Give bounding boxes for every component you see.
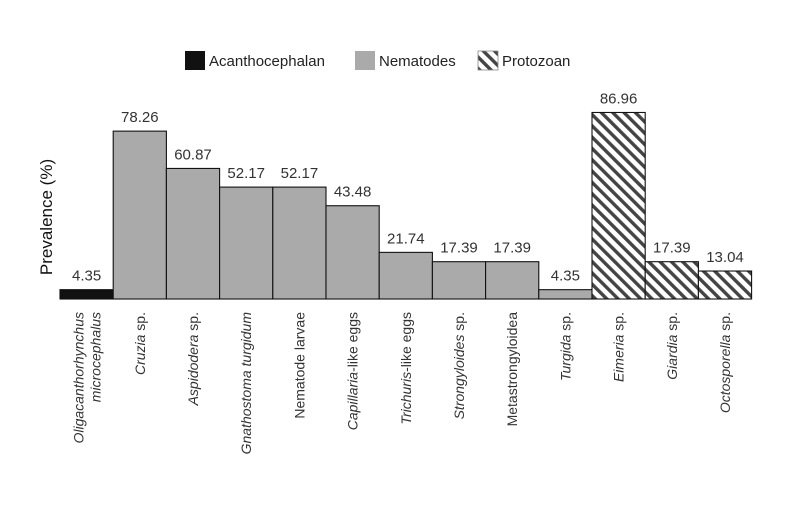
x-tick-label-4: Gnathostoma turgidum	[238, 312, 254, 455]
x-tick-label-2: Cruzia sp.	[132, 312, 148, 375]
bar-12	[644, 261, 699, 300]
x-tick-labels: Oligacanthorhynchus microcephalus Cruzia s…	[71, 312, 733, 455]
legend-item-acanthocephalan: Acanthocephalan	[185, 51, 325, 70]
bar-9	[485, 261, 540, 300]
x-tick-label-12: Giardia sp.	[664, 312, 680, 380]
bar-8	[431, 261, 487, 300]
value-label-7: 21.74	[387, 230, 425, 247]
x-tick-label-10: Turgida sp.	[557, 312, 573, 381]
bar-4	[219, 186, 274, 300]
bar-13	[697, 270, 753, 300]
legend-label-nematodes: Nematodes	[379, 53, 456, 70]
y-axis-label: Prevalence (%)	[37, 159, 56, 275]
value-label-5: 52.17	[281, 165, 319, 182]
value-label-2: 78.26	[121, 109, 159, 126]
value-labels: 4.35 78.26 60.87 52.17 52.17 43.48 21.74 17.39 1…	[72, 90, 744, 284]
value-label-13: 13.04	[706, 249, 744, 266]
x-tick-label-11: Eimeria sp.	[611, 312, 627, 382]
value-label-8: 17.39	[440, 240, 478, 257]
x-tick-label-7: Trichuris-like eggs	[398, 312, 414, 425]
bars	[59, 111, 753, 300]
x-tick-label-1-line2: microcephalus	[88, 312, 104, 402]
bar-10	[538, 289, 593, 300]
x-tick-label-6: Capillaria-like eggs	[345, 312, 361, 430]
legend-swatch-acanthocephalan	[185, 51, 205, 70]
x-tick-label-8: Strongyloides sp.	[451, 312, 467, 419]
value-label-4: 52.17	[227, 165, 265, 182]
legend-swatch-protozoan	[477, 50, 499, 71]
bar-5	[272, 186, 327, 300]
value-label-12: 17.39	[653, 240, 691, 257]
value-label-11: 86.96	[600, 90, 638, 107]
value-label-1: 4.35	[72, 268, 101, 285]
bar-3	[165, 167, 221, 300]
x-tick-label-9: Metastrongyloidea	[504, 312, 520, 427]
legend-item-nematodes: Nematodes	[355, 51, 456, 70]
value-label-3: 60.87	[174, 146, 212, 163]
value-label-6: 43.48	[334, 184, 372, 201]
bar-11	[591, 111, 646, 300]
bar-7	[378, 251, 433, 300]
value-label-9: 17.39	[493, 240, 531, 257]
legend-item-protozoan: Protozoan	[477, 50, 570, 71]
legend-swatch-nematodes	[355, 51, 375, 70]
value-label-10: 4.35	[551, 268, 580, 285]
legend-label-acanthocephalan: Acanthocephalan	[209, 53, 325, 70]
bar-2	[112, 130, 167, 300]
bar-6	[325, 205, 380, 300]
x-tick-label-1: Oligacanthorhynchus	[71, 312, 87, 444]
legend: Acanthocephalan Nematodes Protozoan	[185, 50, 570, 71]
x-tick-label-5: Nematode larvae	[291, 312, 307, 419]
x-tick-label-13: Octosporella sp.	[717, 312, 733, 413]
bar-1	[59, 289, 114, 300]
x-tick-label-3: Aspidodera sp.	[185, 312, 201, 406]
legend-label-protozoan: Protozoan	[502, 53, 570, 70]
